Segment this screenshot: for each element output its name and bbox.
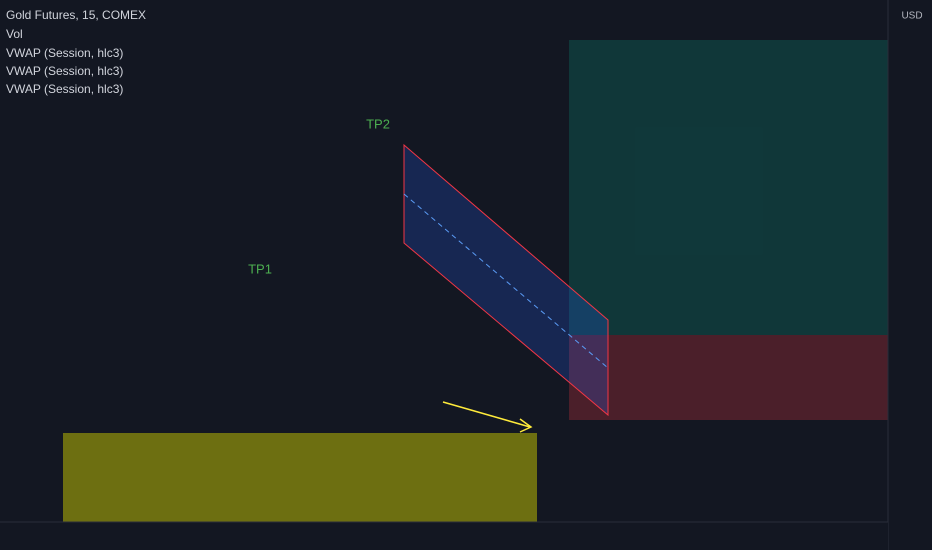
target-zone	[569, 40, 888, 335]
volume-highlight	[63, 433, 537, 522]
arrow	[442, 401, 531, 428]
legend-title: Gold Futures, 15, COMEX	[6, 8, 146, 22]
channel	[403, 143, 609, 417]
currency: USD	[901, 11, 922, 22]
annotation: TP2	[366, 116, 390, 131]
legend-item: VWAP (Session, hlc3)	[6, 64, 123, 78]
time-axis	[0, 522, 888, 550]
arrow-head	[519, 418, 533, 433]
stop-zone	[569, 335, 888, 420]
legend-item: VWAP (Session, hlc3)	[6, 46, 123, 60]
price-axis	[888, 0, 932, 550]
legend-item: Vol	[6, 27, 23, 41]
annotation: TP1	[248, 261, 272, 276]
legend-item: VWAP (Session, hlc3)	[6, 82, 123, 96]
